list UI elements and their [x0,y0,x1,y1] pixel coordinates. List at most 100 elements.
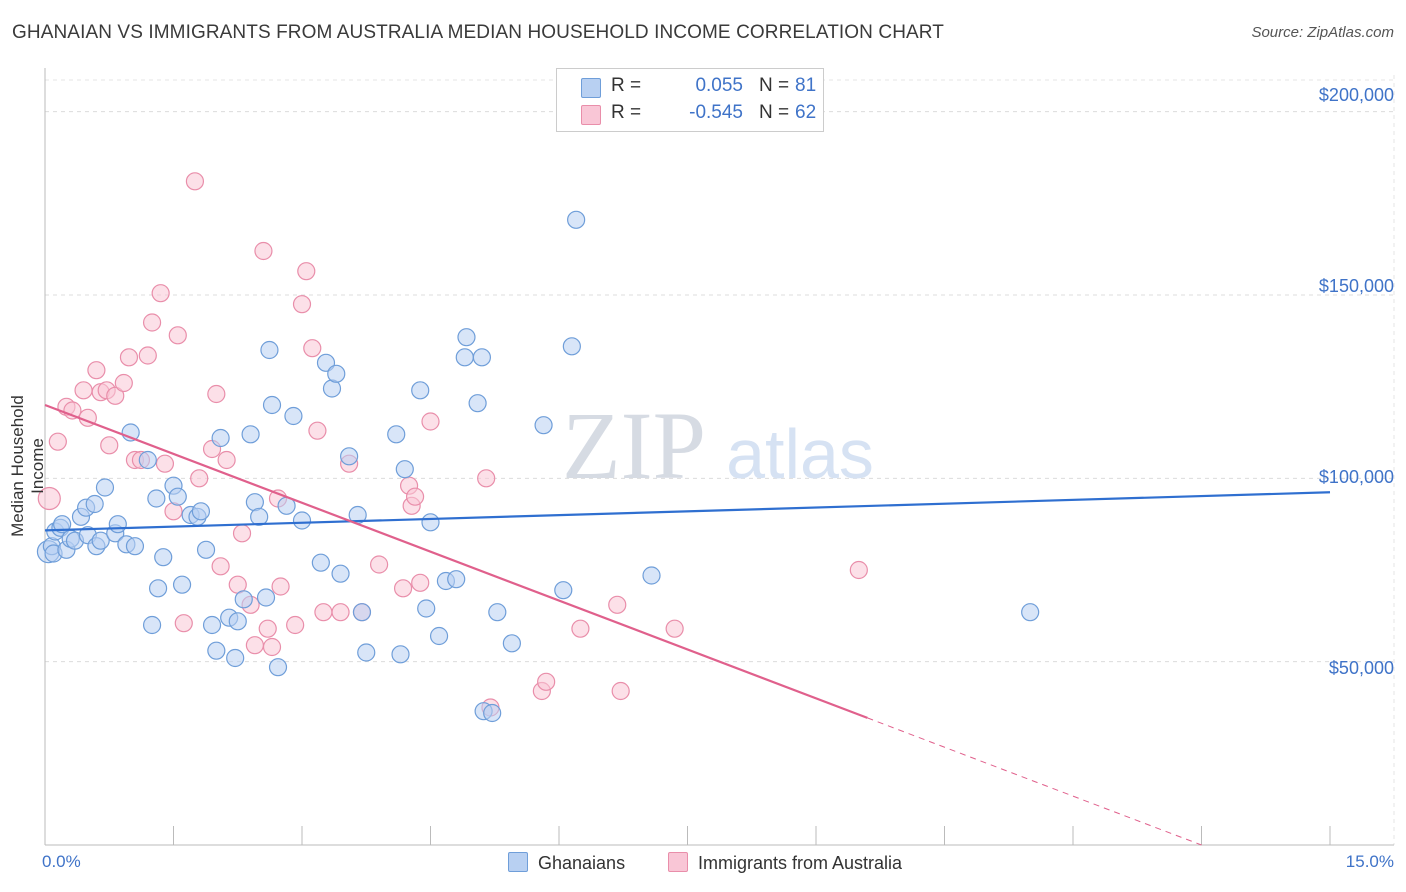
data-point [258,619,277,638]
y-tick-200000: $200,000 [1318,85,1394,105]
data-point [185,172,205,191]
data-point [268,658,288,677]
y-axis-title: Median Household Income [8,395,47,537]
data-point [202,615,222,635]
data-point [241,425,260,444]
data-point [417,599,436,618]
data-point [226,648,245,668]
legend-item-australia: Immigrants from Australia [668,852,902,874]
r-value: -0.545 [689,102,743,123]
blue-swatch [581,78,601,98]
data-point [286,615,305,635]
data-point [245,636,264,655]
data-point [207,384,226,404]
data-point [142,313,162,332]
data-point [217,450,236,470]
data-point [151,284,170,303]
data-point [468,394,487,413]
data-point [87,361,106,380]
y-tick-100000: $100,000 [1318,467,1394,487]
data-point [429,626,449,646]
data-point [393,579,413,598]
data-point [37,486,61,511]
data-point [331,564,350,583]
data-point [292,295,312,314]
data-point [331,603,350,622]
data-point [502,634,521,653]
data-point [250,507,269,526]
data-point [357,643,376,662]
data-point [391,645,410,664]
data-point [174,614,193,633]
data-point [260,340,279,360]
data-point [155,454,175,473]
data-point [172,575,192,594]
data-point [256,588,276,607]
legend-label: Ghanaians [538,853,626,873]
data-point [125,537,145,556]
legend-blue-swatch [508,852,528,872]
source-credit: Source: ZipAtlas.com [1251,24,1394,41]
data-point [562,337,581,356]
data-point [537,672,556,691]
trend-lines [44,403,1331,846]
data-point [642,566,661,585]
data-point [114,373,133,393]
y-tick-50000: $50,000 [1328,658,1394,678]
n-label: N = [759,102,790,123]
data-point [95,478,115,497]
data-point [284,406,303,426]
data-point [232,524,252,543]
data-point [411,573,430,592]
data-point [142,615,162,635]
data-point [340,447,359,466]
data-point [483,703,502,723]
data-point [138,346,157,365]
n-value: 62 [795,102,817,123]
data-point [168,326,187,345]
data-point [411,381,430,400]
n-label: N = [759,75,790,96]
data-point [297,262,316,281]
data-point [447,570,466,589]
data-point [262,637,282,657]
data-point [608,595,627,614]
data-point [1021,603,1040,622]
data-point [119,348,139,367]
data-point [271,577,290,596]
data-point [395,460,414,479]
x-tick-min: 0.0% [42,852,81,871]
data-point [191,502,211,521]
series-pink-points [37,172,868,717]
pink-swatch [581,105,601,125]
n-value: 81 [795,75,817,96]
data-point [352,603,372,622]
data-point [148,579,168,598]
r-label: R = [611,102,642,123]
series-blue-points [36,210,1040,723]
watermark: ZIP atlas [562,392,874,499]
data-point [53,515,72,534]
data-point [292,511,312,530]
data-point [308,421,327,440]
legend-pink-swatch [668,852,688,872]
x-tick-max: 15.0% [1345,852,1394,871]
trend-line-blue [44,491,1331,532]
data-point [488,603,507,622]
data-point [91,531,110,550]
data-point [534,416,553,435]
data-point [190,469,209,488]
legend-item-ghanaians: Ghanaians [508,852,625,874]
gridlines [45,75,1395,845]
data-point [327,364,346,383]
data-point [370,555,389,574]
data-point [567,210,586,229]
data-point [168,487,187,506]
data-point [455,348,474,367]
chart-title: GHANAIAN VS IMMIGRANTS FROM AUSTRALIA ME… [12,22,944,43]
data-point [611,681,630,701]
trend-line-pink-extension [867,717,1202,846]
data-point [147,489,166,508]
data-point [138,450,157,470]
r-label: R = [611,75,642,96]
